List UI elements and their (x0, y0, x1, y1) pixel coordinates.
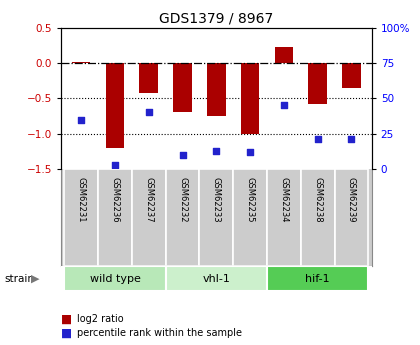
Text: hif-1: hif-1 (305, 274, 330, 284)
Point (179, 152, 186, 158)
Bar (207, 63, 226, 116)
Bar (335, 169, 368, 266)
Text: GSM62235: GSM62235 (246, 177, 255, 222)
Title: GDS1379 / 8967: GDS1379 / 8967 (159, 11, 273, 25)
Text: percentile rank within the sample: percentile rank within the sample (77, 328, 242, 338)
Text: GSM62237: GSM62237 (144, 177, 153, 223)
Text: log2 ratio: log2 ratio (77, 314, 123, 324)
Bar (308, 63, 327, 104)
Bar (64, 266, 165, 291)
Point (314, 137, 321, 142)
Point (78, 117, 84, 122)
Bar (342, 63, 361, 88)
Text: vhl-1: vhl-1 (202, 274, 230, 284)
Point (145, 110, 152, 115)
Text: GSM62234: GSM62234 (279, 177, 289, 222)
Bar (200, 169, 233, 266)
Point (247, 149, 253, 155)
Bar (267, 266, 368, 291)
Bar (98, 169, 132, 266)
Text: strain: strain (4, 274, 34, 284)
Text: wild type: wild type (89, 274, 140, 284)
Text: GSM62231: GSM62231 (77, 177, 86, 222)
Text: GSM62232: GSM62232 (178, 177, 187, 222)
Bar (233, 169, 267, 266)
Text: GSM62238: GSM62238 (313, 177, 322, 223)
Point (112, 162, 118, 168)
Bar (106, 63, 124, 148)
Text: GSM62239: GSM62239 (347, 177, 356, 222)
Bar (139, 63, 158, 93)
Bar (275, 47, 293, 63)
Bar (165, 169, 200, 266)
Bar (241, 63, 260, 134)
Text: GSM62233: GSM62233 (212, 177, 221, 223)
Point (213, 148, 220, 154)
Point (281, 102, 287, 108)
Bar (64, 169, 98, 266)
Bar (173, 63, 192, 112)
Text: ■: ■ (61, 326, 72, 339)
Bar (267, 169, 301, 266)
Bar (165, 266, 267, 291)
Text: ▶: ▶ (32, 274, 40, 284)
Bar (72, 61, 90, 63)
Bar (301, 169, 335, 266)
Text: ■: ■ (61, 313, 72, 326)
Text: GSM62236: GSM62236 (110, 177, 119, 223)
Point (348, 137, 355, 142)
Bar (132, 169, 165, 266)
